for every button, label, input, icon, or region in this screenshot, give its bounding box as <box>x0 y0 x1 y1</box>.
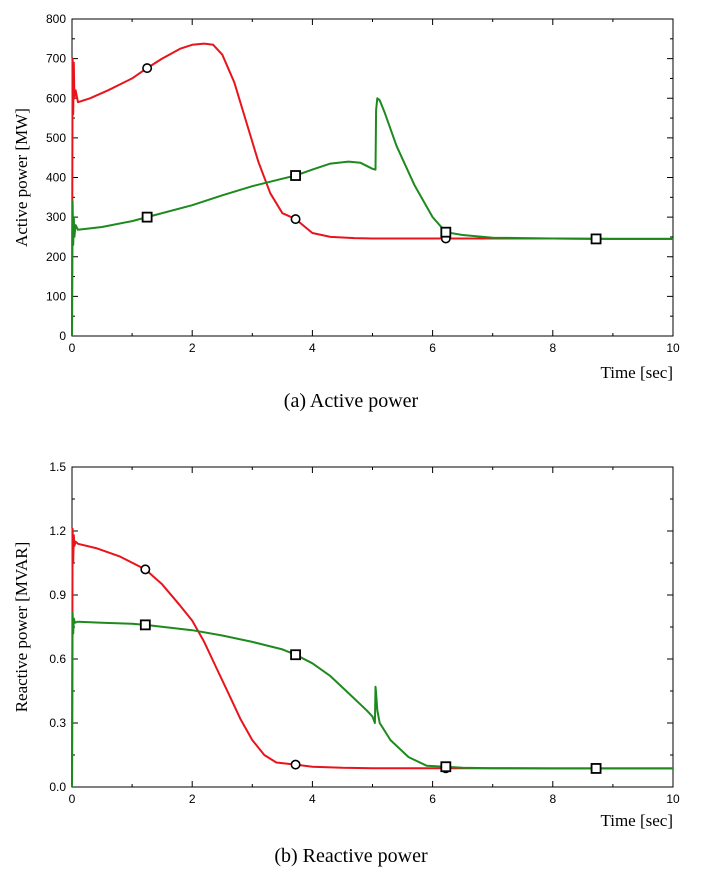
series-marker-square <box>290 170 301 181</box>
series-marker-square <box>440 226 452 238</box>
x-tick-label: 0 <box>69 792 76 806</box>
y-axis-title: Reactive power [MVAR] <box>12 542 31 713</box>
series-line-0 <box>71 527 673 788</box>
series-marker-circle <box>290 759 301 770</box>
y-tick-label: 100 <box>46 289 66 303</box>
x-tick-label: 8 <box>549 792 556 806</box>
y-tick-label: 600 <box>46 91 66 105</box>
y-tick-label: 400 <box>46 171 66 185</box>
y-tick-label: 500 <box>46 131 66 145</box>
x-tick-label: 2 <box>189 792 196 806</box>
x-tick-label: 0 <box>69 341 76 355</box>
y-tick-label: 1.2 <box>49 524 66 538</box>
y-tick-label: 200 <box>46 250 66 264</box>
y-tick-label: 300 <box>46 210 66 224</box>
series-marker-square <box>440 761 452 773</box>
plot-frame <box>71 18 674 337</box>
y-tick-label: 0.6 <box>49 652 66 666</box>
y-tick-label: 800 <box>46 12 66 26</box>
series-marker-square <box>590 763 602 774</box>
y-tick-label: 0 <box>59 329 66 343</box>
series-marker-square <box>590 233 602 245</box>
x-tick-label: 6 <box>429 341 436 355</box>
x-tick-label: 6 <box>429 792 436 806</box>
series-marker-square <box>141 211 153 223</box>
y-tick-label: 1.5 <box>49 460 66 474</box>
x-tick-label: 4 <box>309 341 316 355</box>
chart-caption: (a) Active power <box>284 390 419 412</box>
series-marker-circle <box>290 214 301 225</box>
x-axis-title: Time [sec] <box>600 811 673 830</box>
x-tick-label: 10 <box>666 792 680 806</box>
x-axis-title: Time [sec] <box>600 363 673 382</box>
series-marker-square <box>290 649 301 661</box>
y-tick-label: 0.0 <box>49 780 66 794</box>
x-tick-label: 4 <box>309 792 316 806</box>
y-axis-title: Active power [MW] <box>12 108 31 247</box>
y-tick-label: 0.9 <box>49 588 66 602</box>
y-tick-label: 700 <box>46 52 66 66</box>
y-tick-label: 0.3 <box>49 716 66 730</box>
x-tick-label: 8 <box>549 341 556 355</box>
series-marker-square <box>139 619 151 631</box>
series-line-1 <box>71 97 673 337</box>
series-marker-circle <box>140 564 151 575</box>
reactive-power-chart: 0 2 4 6 8 10 0.0 0.3 0.6 0.9 1.2 1.5 Reactive power … <box>12 460 680 867</box>
series-line-1 <box>71 611 673 788</box>
x-tick-label: 2 <box>189 341 196 355</box>
x-tick-label: 10 <box>666 341 680 355</box>
series-line-0 <box>71 42 673 337</box>
chart-caption: (b) Reactive power <box>274 845 428 867</box>
series-marker-circle <box>142 63 153 74</box>
